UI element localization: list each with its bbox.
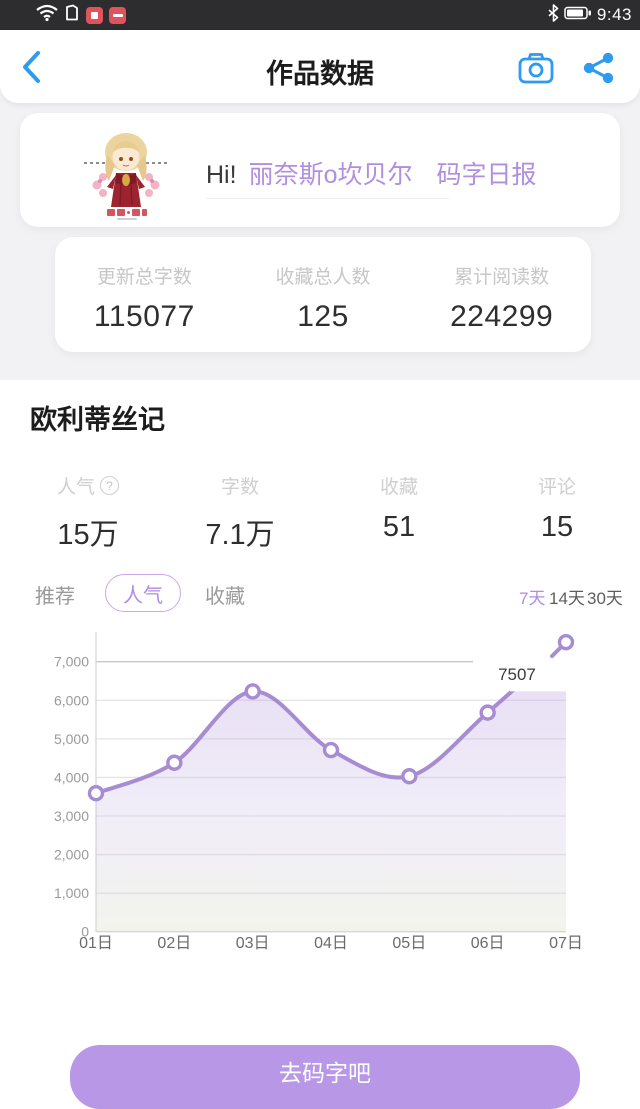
popularity-value: 15万 (57, 519, 119, 551)
favorites-label: 收藏 (379, 477, 419, 498)
svg-text:03日: 03日 (236, 935, 270, 952)
popularity-label: 人气 (56, 477, 96, 498)
comments-value: 15 (540, 511, 574, 543)
greeting-card: Hi! 丽奈斯o坎贝尔 码字日报 (20, 113, 620, 227)
svg-text:06日: 06日 (471, 935, 505, 952)
popularity-trend-chart[interactable]: 0 1,000 2,000 3,000 4,000 5,000 6,000 7,000 7507… (0, 618, 640, 966)
book-stat-favorites: 收藏 51 (380, 472, 418, 544)
book-stat-popularity: 人气 ? 15万 (56, 472, 120, 553)
tab-favorites[interactable]: 收藏 (205, 586, 245, 608)
total-favorites-value: 125 (297, 300, 349, 333)
total-reads-label: 累计阅读数 (454, 267, 550, 288)
share-button[interactable] (582, 52, 616, 84)
tab-recommend[interactable]: 推荐 (35, 586, 75, 608)
wifi-icon (36, 4, 58, 27)
help-icon[interactable]: ? (100, 476, 120, 495)
totals-card: 更新总字数 115077 收藏总人数 125 累计阅读数 224299 (55, 237, 591, 352)
svg-text:5,000: 5,000 (54, 731, 89, 747)
svg-text:4,000: 4,000 (54, 769, 89, 785)
avatar[interactable] (83, 125, 169, 221)
header-bar: 作品数据 (0, 30, 640, 103)
total-favorites-col: 收藏总人数 125 (234, 237, 413, 352)
do-not-disturb-icon (109, 6, 126, 24)
book-title: 欧利蒂丝记 (30, 405, 165, 435)
divider (206, 198, 449, 199)
book-stat-comments: 评论 15 (538, 472, 576, 544)
page-title: 作品数据 (266, 59, 374, 89)
words-value: 7.1万 (205, 519, 275, 551)
status-time: 9:43 (596, 5, 632, 24)
svg-text:0: 0 (81, 924, 89, 940)
status-bar: 9:43 (0, 0, 640, 30)
svg-text:2,000: 2,000 (54, 847, 89, 863)
book-stat-words: 字数 7.1万 (205, 472, 274, 553)
svg-text:01日: 01日 (79, 935, 113, 952)
total-favorites-label: 收藏总人数 (275, 267, 371, 288)
range-14d[interactable]: 14天 (549, 589, 585, 608)
report-link[interactable]: 码字日报 (436, 161, 537, 189)
svg-text:07日: 07日 (549, 935, 583, 952)
svg-text:05日: 05日 (392, 935, 426, 952)
words-label: 字数 (220, 477, 260, 498)
svg-text:02日: 02日 (157, 935, 191, 952)
screen-record-icon (86, 6, 103, 24)
status-right-icons: 9:43 (548, 0, 632, 30)
camera-button[interactable] (518, 52, 554, 84)
favorites-value: 51 (382, 511, 416, 543)
total-words-col: 更新总字数 115077 (55, 237, 234, 352)
cta-button[interactable]: 去码字吧 (70, 1045, 580, 1109)
svg-text:7,000: 7,000 (54, 654, 89, 670)
total-words-value: 115077 (93, 300, 195, 333)
clipboard-icon (64, 4, 80, 27)
svg-text:1,000: 1,000 (54, 885, 89, 901)
range-7d[interactable]: 7天 (519, 589, 546, 608)
comments-label: 评论 (537, 477, 577, 498)
greeting-text: Hi! (206, 161, 237, 189)
svg-text:7507: 7507 (498, 665, 536, 684)
username-link[interactable]: 丽奈斯o坎贝尔 (248, 161, 413, 189)
battery-icon (564, 5, 592, 26)
status-left-icons (36, 0, 126, 30)
svg-text:3,000: 3,000 (54, 808, 89, 824)
total-reads-col: 累计阅读数 224299 (412, 237, 591, 352)
bluetooth-icon (548, 3, 559, 27)
svg-text:04日: 04日 (314, 935, 348, 952)
svg-text:6,000: 6,000 (54, 692, 89, 708)
back-button[interactable] (16, 48, 52, 86)
total-words-label: 更新总字数 (96, 267, 192, 288)
range-30d[interactable]: 30天 (587, 589, 623, 608)
total-reads-value: 224299 (450, 300, 554, 333)
tab-popularity[interactable]: 人气 (105, 574, 181, 612)
